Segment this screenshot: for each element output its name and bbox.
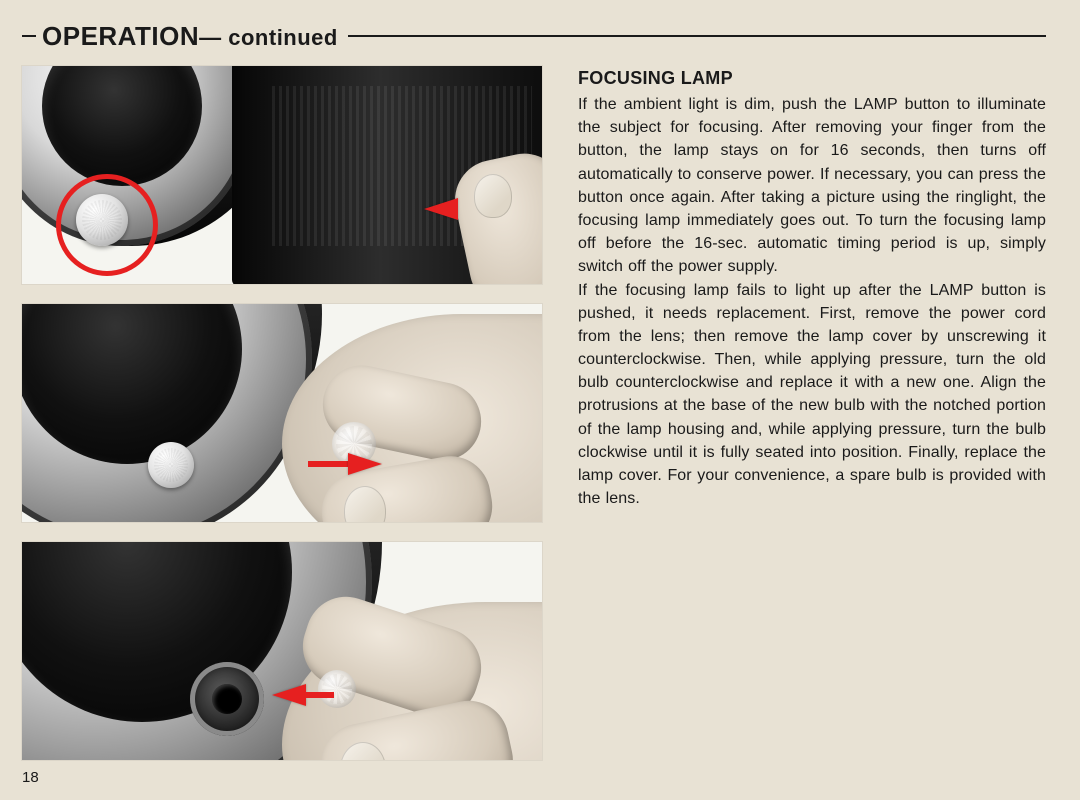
header-title: OPERATION— continued: [36, 21, 344, 52]
annotation-circle: [56, 174, 158, 276]
photo-column: [22, 66, 542, 760]
photo-replace-bulb: [22, 542, 542, 760]
annotation-arrow-head: [348, 453, 382, 475]
lamp-housing: [148, 442, 194, 488]
page-number: 18: [22, 769, 39, 786]
header-rule: [22, 35, 36, 38]
photo-lamp-button: [22, 66, 542, 284]
replacement-bulb: [318, 670, 356, 708]
text-column: FOCUSING LAMP If the ambient light is di…: [542, 66, 1046, 760]
body-paragraph-2: If the focusing lamp fails to light up a…: [578, 279, 1046, 511]
manual-page: OPERATION— continued: [0, 0, 1080, 800]
body-paragraph-1: If the ambient light is dim, push the LA…: [578, 93, 1046, 279]
section-header: OPERATION— continued: [22, 18, 1046, 54]
annotation-arrow: [424, 198, 458, 220]
photo-remove-cover: [22, 304, 542, 522]
annotation-arrow: [308, 461, 352, 467]
header-title-text: OPERATION: [42, 21, 199, 51]
header-rule: [348, 35, 1046, 38]
annotation-arrow: [272, 684, 306, 706]
header-continued: — continued: [199, 25, 338, 50]
section-heading: FOCUSING LAMP: [578, 68, 1046, 89]
content-row: FOCUSING LAMP If the ambient light is di…: [22, 66, 1046, 760]
